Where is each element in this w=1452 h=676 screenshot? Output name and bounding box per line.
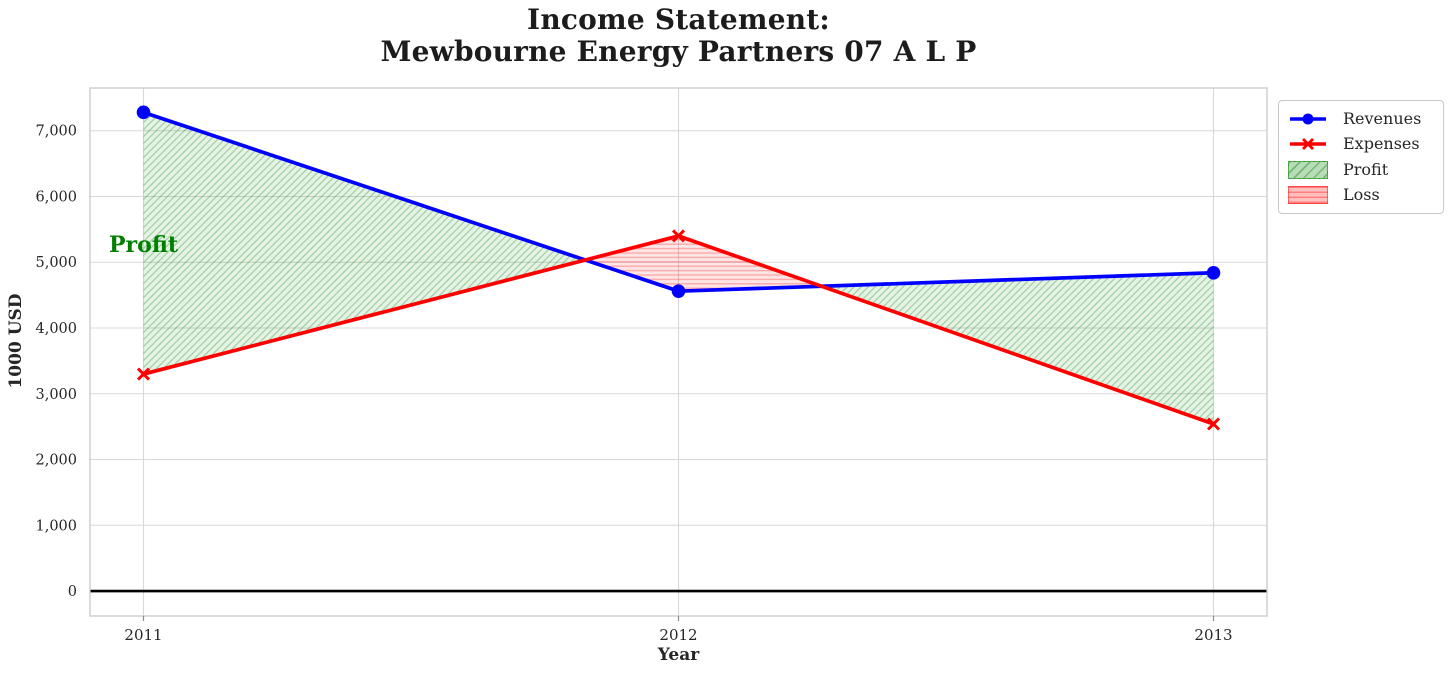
legend-item-profit: Profit <box>1288 157 1434 183</box>
y-tick-label: 6,000 <box>35 189 77 205</box>
x-axis-label: Year <box>657 645 700 665</box>
y-tick-label: 2,000 <box>35 453 77 469</box>
legend-label-loss: Loss <box>1343 185 1380 205</box>
marker-expenses <box>671 229 686 243</box>
marker-revenues <box>1206 265 1221 280</box>
legend-label-profit: Profit <box>1343 159 1389 179</box>
y-tick-label: 5,000 <box>35 255 77 271</box>
chart-title-line1: Income Statement: <box>527 3 830 36</box>
legend-label-expenses: Expenses <box>1343 134 1420 154</box>
y-axis-label: 1000 USD <box>6 293 26 389</box>
legend-item-revenues: Revenues <box>1288 106 1434 132</box>
x-tick-label: 2011 <box>124 626 162 644</box>
chart-title-line2: Mewbourne Energy Partners 07 A L P <box>380 35 977 68</box>
marker-revenues <box>671 284 686 298</box>
expenses-line-icon <box>1290 138 1326 151</box>
profit-annotation: Profit <box>109 232 178 259</box>
legend-item-expenses: Expenses <box>1288 132 1434 158</box>
marker-expenses <box>136 367 151 381</box>
y-tick-label: 4,000 <box>35 321 77 337</box>
x-tick-label: 2013 <box>1194 626 1232 644</box>
marker-expenses <box>1206 417 1221 431</box>
marker-revenues <box>136 105 151 120</box>
y-tick-label: 1,000 <box>35 518 77 534</box>
loss-hatch-icon <box>1288 186 1328 205</box>
y-tick-label: 0 <box>68 584 77 600</box>
legend: Revenues Expenses Profit Loss <box>1278 100 1444 214</box>
x-tick-label: 2012 <box>659 626 697 644</box>
y-tick-label: 7,000 <box>35 124 77 140</box>
profit-hatch-icon <box>1288 160 1328 179</box>
legend-label-revenues: Revenues <box>1343 108 1422 128</box>
chart-title: Income Statement: Mewbourne Energy Partn… <box>90 4 1267 68</box>
legend-item-loss: Loss <box>1288 183 1434 209</box>
y-tick-label: 3,000 <box>35 387 77 403</box>
fill-regions <box>143 112 1214 424</box>
revenues-line-icon <box>1290 113 1326 125</box>
